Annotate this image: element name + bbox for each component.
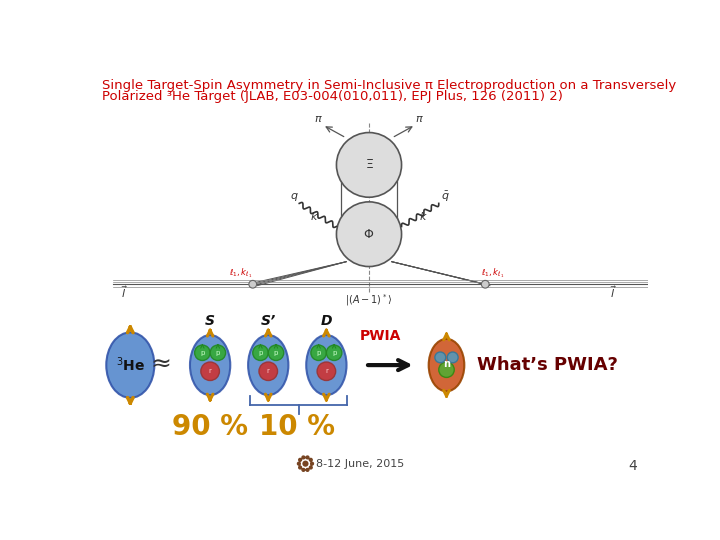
Circle shape <box>317 362 336 381</box>
Text: $\pi$: $\pi$ <box>415 114 424 124</box>
Text: $\bar{q}$: $\bar{q}$ <box>441 190 449 204</box>
Text: p: p <box>274 350 278 356</box>
Text: 90 %: 90 % <box>172 413 248 441</box>
Text: S’: S’ <box>261 314 276 328</box>
Circle shape <box>259 362 277 381</box>
Circle shape <box>435 352 446 363</box>
Circle shape <box>194 345 210 361</box>
Text: D: D <box>320 314 332 328</box>
Text: p: p <box>332 350 336 356</box>
Text: p: p <box>316 350 321 356</box>
Circle shape <box>482 280 489 288</box>
Text: S: S <box>205 314 215 328</box>
Text: $\Phi$: $\Phi$ <box>364 228 374 241</box>
Circle shape <box>326 345 342 361</box>
Ellipse shape <box>306 335 346 395</box>
Text: $k$: $k$ <box>419 210 428 222</box>
Circle shape <box>336 132 402 197</box>
Circle shape <box>302 456 305 459</box>
Text: $\ell_1, k_{\ell_1}$: $\ell_1, k_{\ell_1}$ <box>482 266 505 280</box>
Circle shape <box>310 466 312 469</box>
Text: $\Xi$: $\Xi$ <box>364 158 374 171</box>
Circle shape <box>269 345 284 361</box>
Circle shape <box>306 469 309 471</box>
Text: n: n <box>443 359 450 369</box>
Circle shape <box>306 456 309 459</box>
Circle shape <box>447 352 458 363</box>
Circle shape <box>302 469 305 471</box>
Text: PWIA: PWIA <box>360 329 401 343</box>
Ellipse shape <box>190 335 230 395</box>
Circle shape <box>249 280 256 288</box>
Circle shape <box>438 362 454 377</box>
Text: $q$: $q$ <box>289 191 298 203</box>
Text: p: p <box>258 350 263 356</box>
Circle shape <box>302 461 309 467</box>
Ellipse shape <box>248 335 289 395</box>
Circle shape <box>201 362 220 381</box>
Text: 4: 4 <box>629 459 637 473</box>
Text: $|(A-1)^*\rangle$: $|(A-1)^*\rangle$ <box>346 292 392 308</box>
Text: 8-12 June, 2015: 8-12 June, 2015 <box>315 458 404 469</box>
Circle shape <box>253 345 269 361</box>
Text: p: p <box>216 350 220 356</box>
Circle shape <box>311 345 326 361</box>
Circle shape <box>310 462 313 465</box>
Text: r: r <box>209 368 212 374</box>
Circle shape <box>299 458 302 461</box>
Circle shape <box>310 458 312 461</box>
Text: $^3$He: $^3$He <box>116 356 145 374</box>
Text: Polarized ³He Target (JLAB, E03-004(010,011), EPJ Plus, 126 (2011) 2): Polarized ³He Target (JLAB, E03-004(010,… <box>102 90 562 103</box>
Circle shape <box>299 466 302 469</box>
Text: $\vec{l}$: $\vec{l}$ <box>610 284 617 300</box>
Text: ≈: ≈ <box>150 353 172 377</box>
Circle shape <box>210 345 225 361</box>
Text: $k$: $k$ <box>310 210 319 222</box>
Text: r: r <box>325 368 328 374</box>
Text: r: r <box>267 368 270 374</box>
Text: What’s PWIA?: What’s PWIA? <box>477 356 618 374</box>
Text: Single Target-Spin Asymmetry in Semi-Inclusive π Electroproduction on a Transver: Single Target-Spin Asymmetry in Semi-Inc… <box>102 79 676 92</box>
Ellipse shape <box>107 333 154 398</box>
Text: $\ell_1, k_{\ell_1}$: $\ell_1, k_{\ell_1}$ <box>230 266 253 280</box>
Text: 10 %: 10 % <box>259 413 336 441</box>
Text: p: p <box>200 350 204 356</box>
Ellipse shape <box>428 339 464 392</box>
Circle shape <box>336 202 402 267</box>
Text: $\pi$: $\pi$ <box>314 114 323 124</box>
Text: $\vec{l}$: $\vec{l}$ <box>121 284 128 300</box>
Circle shape <box>297 462 300 465</box>
